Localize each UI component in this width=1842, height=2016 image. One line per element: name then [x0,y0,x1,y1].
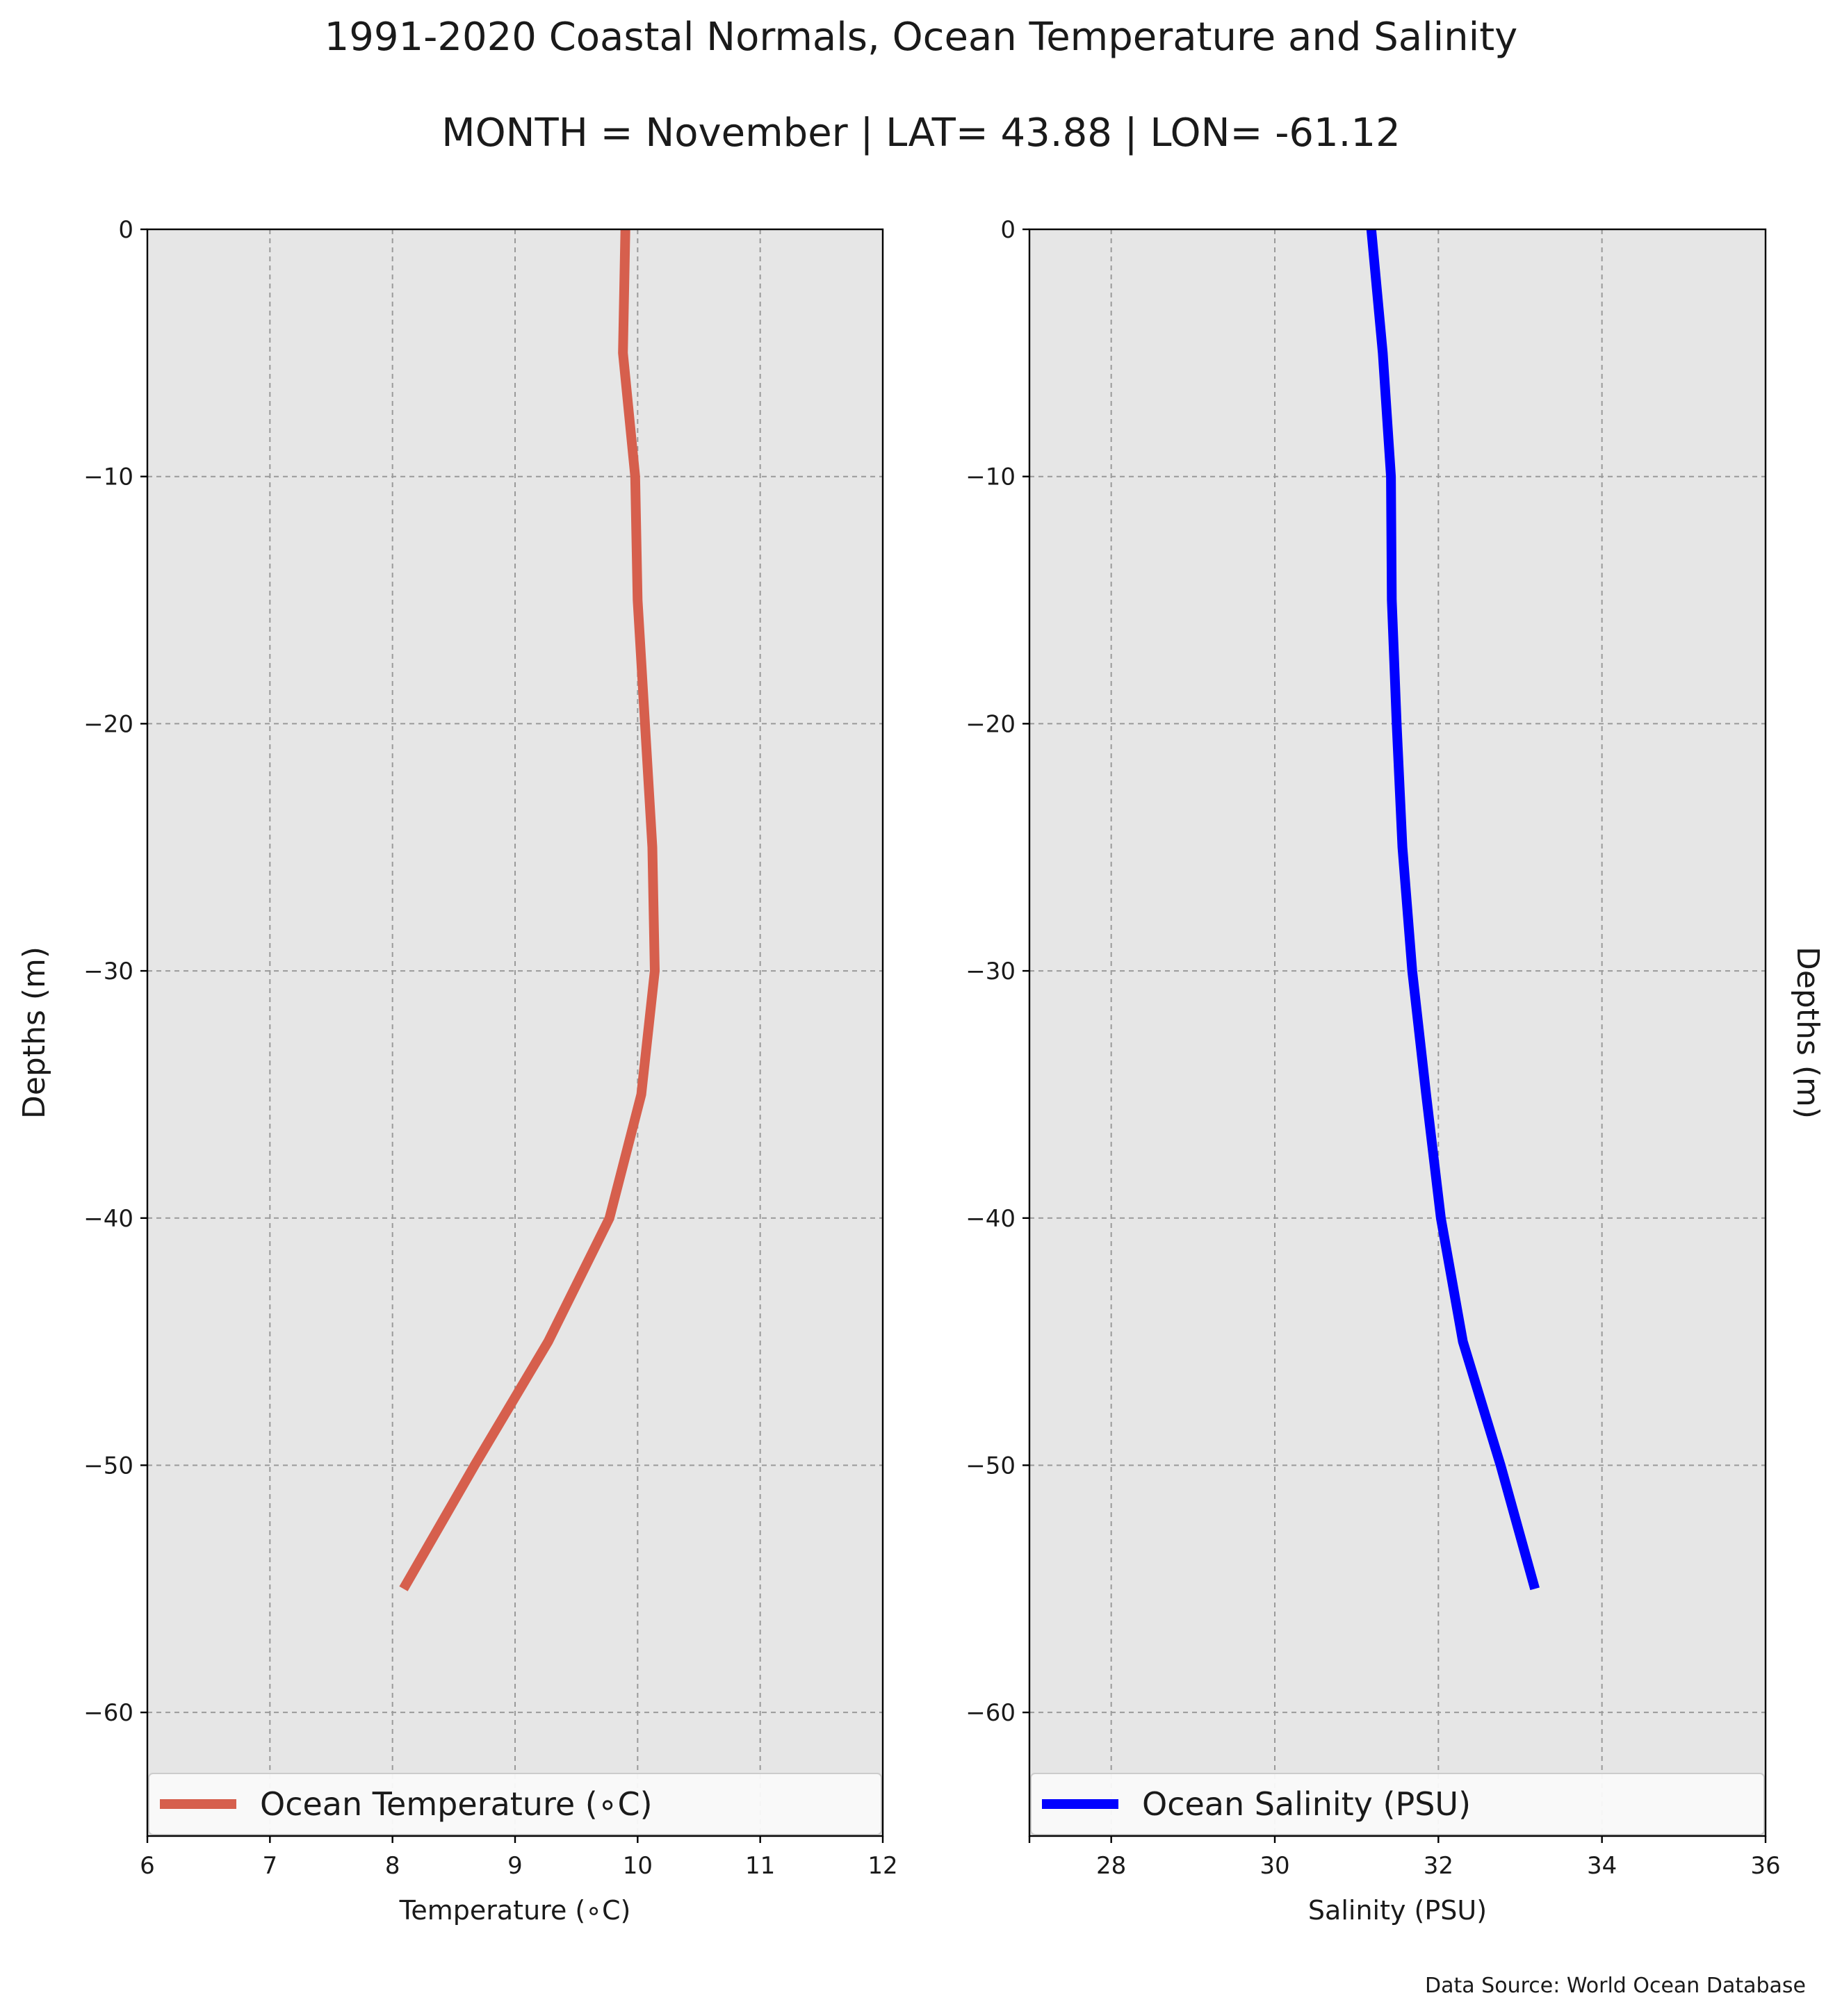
y-tick-label: −10 [83,464,133,491]
series-line [1366,229,1540,1591]
x-tick-label: 8 [385,1852,400,1880]
x-axis-label: Temperature (∘C) [399,1895,631,1926]
x-axis-label: Salinity (PSU) [1308,1895,1487,1926]
x-tick-label: 30 [1260,1852,1289,1880]
temperature-panel: Ocean Temperature (∘C) 6 7 8 9 10 11 12 0 −10 −20 −… [17,216,898,1926]
plot-background [1029,229,1766,1836]
y-axis-label: Depths (m) [1790,946,1825,1119]
y-tick-label: −20 [965,710,1016,738]
x-tick-label: 12 [867,1852,897,1880]
y-axis-label: Depths (m) [17,946,52,1119]
y-tick-label: −20 [83,710,133,738]
legend-box [1030,1773,1765,1835]
y-tick-label: −40 [83,1205,133,1233]
chart-title: 1991-2020 Coastal Normals, Ocean Tempera… [325,15,1518,60]
y-tick-label: −10 [965,464,1016,491]
x-tick-label: 6 [140,1852,155,1880]
y-tick-label: −60 [83,1699,133,1727]
x-tick-label: 9 [507,1852,523,1880]
x-tick-label: 32 [1424,1852,1453,1880]
series-line [399,229,660,1591]
axes-frame [1028,228,1767,1837]
y-tick-label: 0 [1000,216,1016,244]
legend-box [148,1773,882,1835]
x-tick-label: 11 [745,1852,775,1880]
legend-label: Ocean Temperature (∘C) [260,1785,653,1823]
y-tick-label: −30 [83,958,133,985]
x-tick-label: 34 [1587,1852,1617,1880]
x-tick-label: 28 [1096,1852,1126,1880]
x-tick-label: 36 [1750,1852,1780,1880]
y-tick-label: 0 [118,216,133,244]
y-tick-label: −40 [965,1205,1016,1233]
y-tick-label: −50 [965,1452,1016,1480]
chart-subtitle: MONTH = November | LAT= 43.88 | LON= -61… [441,110,1401,156]
legend-label: Ocean Salinity (PSU) [1142,1785,1471,1823]
y-tick-label: −60 [965,1699,1016,1727]
data-source-note: Data Source: World Ocean Database [1425,1974,1806,1998]
salinity-panel: Ocean Salinity (PSU) 28 30 32 34 36 0 −10 −20 −30… [965,216,1825,1926]
x-tick-label: 10 [623,1852,653,1880]
y-tick-label: −30 [965,958,1016,985]
x-tick-label: 7 [263,1852,278,1880]
y-tick-label: −50 [83,1452,133,1480]
